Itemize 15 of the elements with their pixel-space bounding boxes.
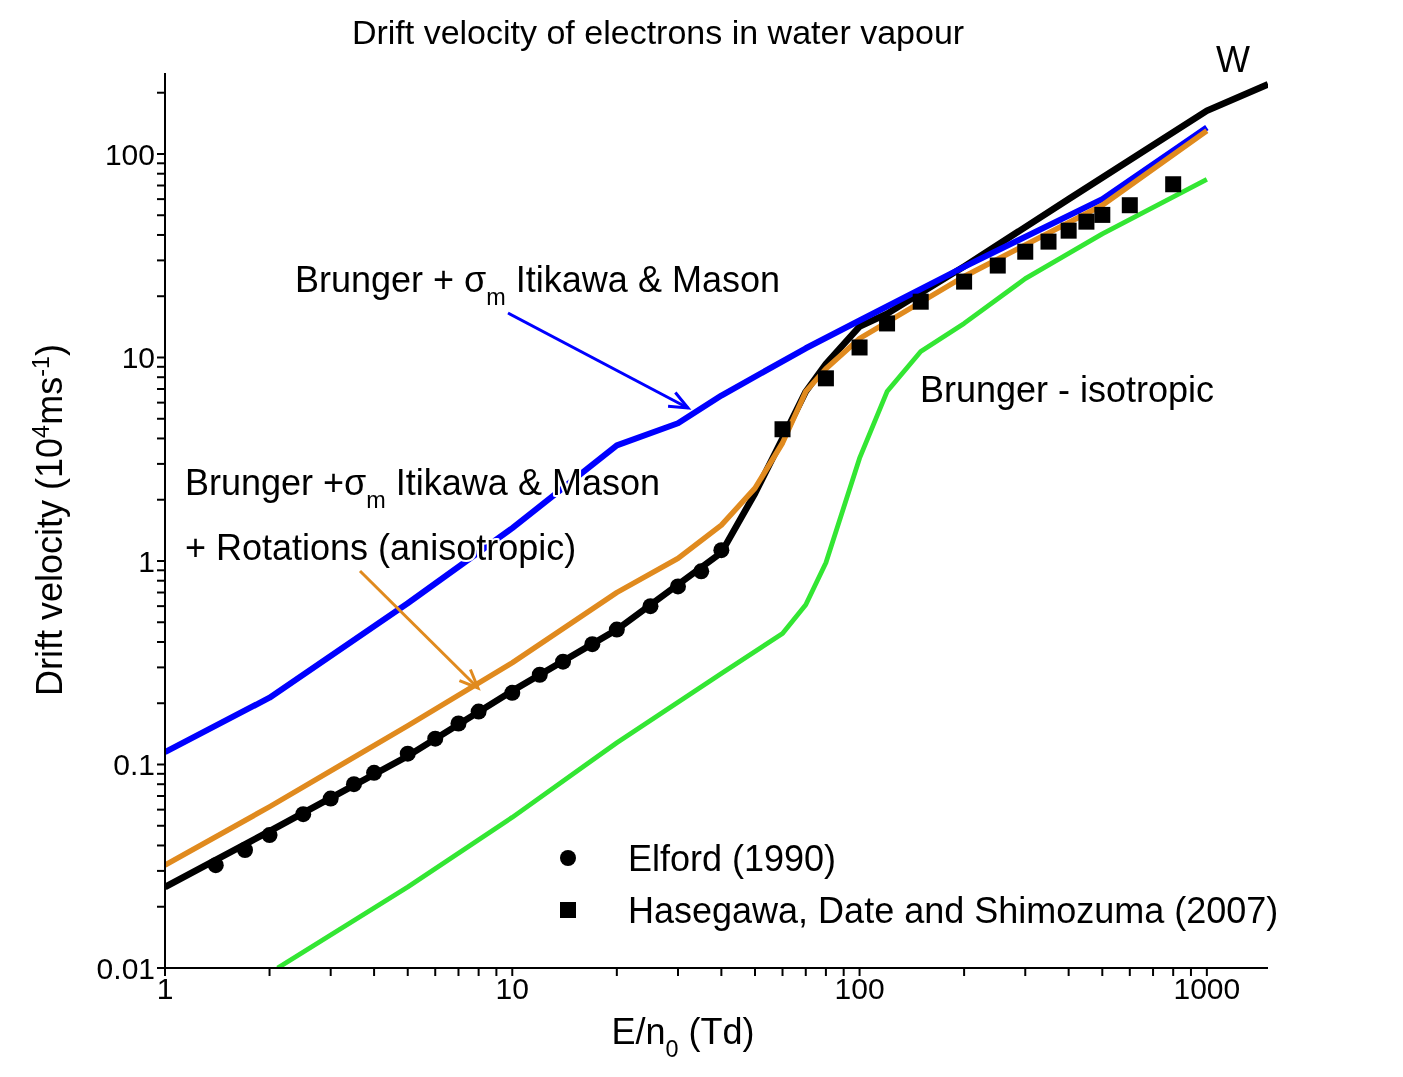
y-tick-label: 100: [104, 137, 155, 171]
y-tick-label: 0.1: [113, 748, 155, 782]
chart-title: Drift velocity of electrons in water vapour: [351, 13, 965, 51]
y-tick-label: 10: [121, 341, 155, 375]
series-label: W: [1216, 39, 1250, 80]
y-tick-label: 1: [138, 544, 155, 578]
series-label: Brunger + σ$_{m}$ Itikawa & Mason: [295, 259, 780, 310]
series-label: Brunger - isotropic: [920, 369, 1215, 410]
x-tick-label: 100: [834, 972, 885, 1006]
legend-label: Elford (1990): [628, 838, 837, 879]
x-tick-label: 10: [495, 972, 529, 1006]
x-tick-label: 1000: [1173, 972, 1241, 1006]
x-axis-title: E/n$_{0}$ (Td): [611, 1011, 755, 1062]
legend-label: Hasegawa, Date and Shimozuma (2007): [628, 890, 1279, 931]
y-tick-label: 0.01: [96, 951, 155, 985]
